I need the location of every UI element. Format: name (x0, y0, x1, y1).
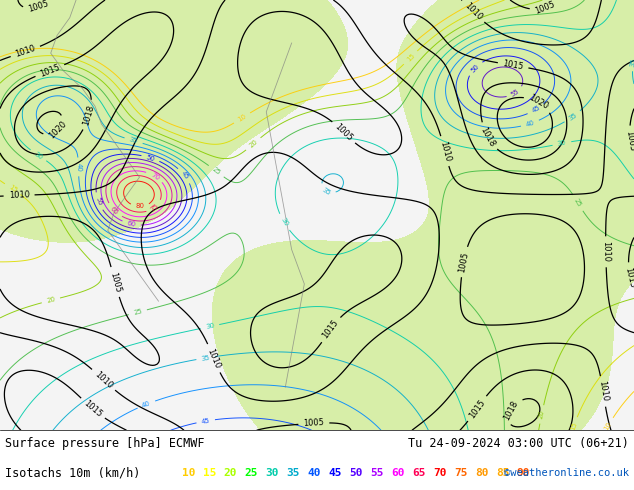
Text: 1010: 1010 (438, 140, 452, 162)
Text: 40: 40 (141, 400, 152, 409)
Text: 40: 40 (525, 120, 535, 128)
Text: 30: 30 (557, 140, 567, 147)
Text: 25: 25 (211, 166, 221, 176)
Text: 20: 20 (224, 468, 237, 478)
Text: 15: 15 (405, 52, 416, 63)
Text: 1015: 1015 (467, 397, 487, 420)
Text: 50: 50 (145, 154, 156, 162)
Text: 35: 35 (287, 468, 300, 478)
Text: 1015: 1015 (82, 398, 103, 419)
Text: 1018: 1018 (479, 125, 496, 148)
Text: 45: 45 (328, 468, 342, 478)
Text: 1010: 1010 (14, 44, 37, 59)
Text: 1005: 1005 (303, 418, 325, 428)
Text: 35: 35 (630, 57, 634, 67)
Text: 75: 75 (454, 468, 467, 478)
Text: Surface pressure [hPa] ECMWF: Surface pressure [hPa] ECMWF (5, 437, 205, 450)
Text: 70: 70 (150, 172, 160, 181)
Text: 1010: 1010 (601, 241, 611, 262)
Text: 1010: 1010 (93, 369, 114, 390)
Text: 35: 35 (321, 186, 332, 196)
Text: 70: 70 (433, 468, 446, 478)
Text: 20: 20 (46, 296, 56, 304)
Text: 60: 60 (391, 468, 404, 478)
Text: 30: 30 (279, 217, 289, 228)
Text: 60: 60 (126, 220, 136, 228)
Text: 45: 45 (201, 417, 210, 425)
Text: 1010: 1010 (462, 1, 484, 22)
Text: 15: 15 (203, 468, 216, 478)
Text: 45: 45 (179, 170, 190, 181)
Text: 1005: 1005 (457, 251, 470, 273)
Text: 55: 55 (510, 88, 521, 98)
Text: 30: 30 (33, 150, 44, 160)
Text: 55: 55 (370, 468, 384, 478)
Text: 55: 55 (94, 196, 103, 207)
Text: 90: 90 (517, 468, 530, 478)
Text: 1015: 1015 (623, 267, 634, 289)
Text: 1020: 1020 (47, 119, 68, 140)
Text: 15: 15 (569, 421, 578, 431)
Text: 1005: 1005 (624, 130, 634, 152)
Text: 1005: 1005 (27, 0, 49, 14)
Text: 35: 35 (201, 354, 210, 362)
Text: 1015: 1015 (502, 59, 524, 72)
Text: 1015: 1015 (39, 62, 61, 78)
Text: 65: 65 (412, 468, 425, 478)
Text: 65: 65 (109, 205, 120, 216)
Text: Isotachs 10m (km/h): Isotachs 10m (km/h) (5, 467, 141, 480)
Text: 20: 20 (248, 139, 259, 149)
Text: 50: 50 (349, 468, 363, 478)
Text: 75: 75 (150, 202, 160, 212)
Text: 1010: 1010 (8, 191, 30, 200)
Text: 10: 10 (236, 113, 247, 123)
Text: 80: 80 (475, 468, 488, 478)
Text: 45: 45 (531, 104, 541, 114)
Text: 25: 25 (245, 468, 258, 478)
Text: 20: 20 (538, 410, 545, 419)
Text: 1015: 1015 (321, 318, 340, 341)
Text: 25: 25 (133, 308, 143, 316)
Text: 15: 15 (8, 184, 18, 194)
Text: 1005: 1005 (333, 122, 354, 143)
Text: 50: 50 (470, 63, 480, 74)
Text: Tu 24-09-2024 03:00 UTC (06+21): Tu 24-09-2024 03:00 UTC (06+21) (408, 437, 629, 450)
Text: 30: 30 (205, 323, 215, 330)
Text: 1010: 1010 (205, 347, 222, 369)
Text: 35: 35 (567, 112, 578, 122)
Text: 40: 40 (75, 162, 82, 171)
Text: 1018: 1018 (502, 399, 520, 421)
Text: 1020: 1020 (527, 93, 550, 111)
Text: 80: 80 (136, 203, 145, 210)
Text: ©weatheronline.co.uk: ©weatheronline.co.uk (504, 468, 629, 478)
Text: 25: 25 (573, 197, 583, 208)
Text: 1010: 1010 (597, 380, 609, 402)
Text: 40: 40 (307, 468, 321, 478)
Text: 85: 85 (496, 468, 509, 478)
Text: 30: 30 (266, 468, 279, 478)
Text: 1018: 1018 (82, 104, 96, 126)
Text: 1005: 1005 (534, 0, 557, 16)
Text: 35: 35 (129, 137, 139, 145)
Text: 10: 10 (182, 468, 195, 478)
Text: 10: 10 (604, 420, 613, 431)
Text: 1005: 1005 (108, 270, 122, 294)
